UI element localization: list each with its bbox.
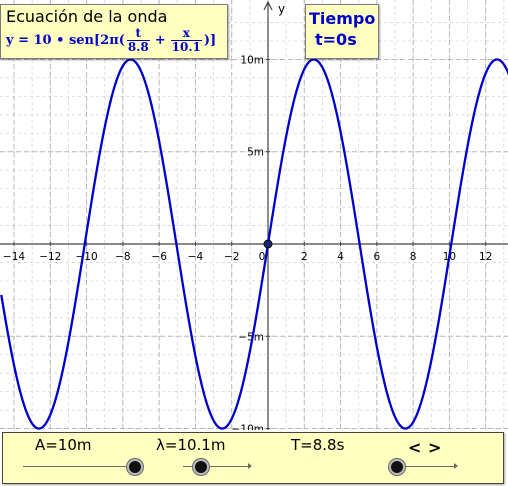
x-tick-label: 12 <box>479 251 492 263</box>
space-fraction: x 10.1 <box>170 26 202 54</box>
controls-panel: A=10m λ=10.1m T=8.8s < > <box>2 432 504 484</box>
wavelength-label: λ=10.1m <box>156 436 226 454</box>
period-slider-track[interactable] <box>389 463 458 469</box>
formula-suffix: )] <box>203 33 217 48</box>
y-tick-label: −10m <box>232 424 264 430</box>
amplitude-slider-track[interactable] <box>23 463 144 469</box>
y-axis-arrow-icon <box>263 0 273 11</box>
time-fraction-numerator: t <box>135 26 142 40</box>
next-button[interactable]: > <box>428 438 442 457</box>
equation-panel: Ecuación de la onda y = 10 • sen[2π( t 8… <box>0 4 228 59</box>
equation-formula: y = 10 • sen[2π( t 8.8 + x 10.1 )] <box>6 27 216 54</box>
y-axis-label: y <box>278 2 285 16</box>
x-tick-label: −14 <box>3 251 25 263</box>
amplitude-slider-handle[interactable] <box>127 459 143 475</box>
time-panel: Tiempo t=0s <box>305 4 379 59</box>
formula-prefix: y = 10 • sen[2π( <box>6 33 125 48</box>
x-tick-label: −4 <box>188 251 204 263</box>
space-fraction-numerator: x <box>182 26 190 40</box>
time-title: Tiempo <box>309 9 376 28</box>
time-fraction-denominator: 8.8 <box>126 40 150 54</box>
origin-point[interactable] <box>263 239 273 249</box>
y-tick-label: 5m <box>247 147 264 159</box>
x-tick-label: 8 <box>410 251 417 263</box>
x-tick-label: −12 <box>39 251 61 263</box>
grid-major <box>0 0 508 430</box>
space-fraction-denominator: 10.1 <box>170 40 202 54</box>
x-tick-label: 0 <box>259 251 266 263</box>
x-tick-label: −10 <box>75 251 97 263</box>
x-tick-label: 4 <box>337 251 344 263</box>
x-tick-label: −8 <box>115 251 130 263</box>
period-label: T=8.8s <box>291 436 345 454</box>
wavelength-slider-track[interactable] <box>183 463 252 469</box>
period-slider-handle[interactable] <box>389 459 405 475</box>
equation-title: Ecuación de la onda <box>6 7 168 26</box>
previous-button[interactable]: < <box>408 438 422 457</box>
time-fraction: t 8.8 <box>126 26 150 54</box>
x-tick-label: 2 <box>301 251 308 263</box>
wavelength-slider-handle[interactable] <box>193 459 209 475</box>
x-tick-label: −2 <box>224 251 239 263</box>
y-tick-label: −5m <box>238 331 264 343</box>
amplitude-label: A=10m <box>35 436 92 454</box>
time-value: t=0s <box>315 30 357 49</box>
x-tick-label: 6 <box>374 251 381 263</box>
formula-plus: + <box>154 33 166 48</box>
wave-curve <box>0 58 508 430</box>
x-tick-label: −6 <box>151 251 167 263</box>
y-tick-label: 10m <box>240 54 264 66</box>
